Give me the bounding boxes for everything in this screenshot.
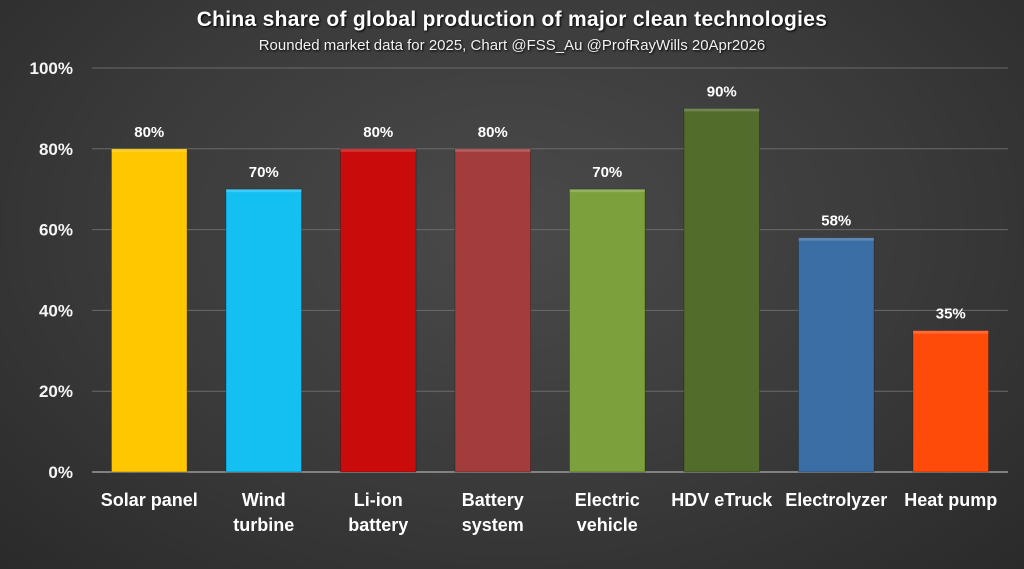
bars — [110, 107, 990, 473]
y-tick-label: 20% — [39, 382, 73, 401]
bar-highlight — [683, 108, 760, 112]
x-tick-label: Heat pump — [904, 490, 997, 510]
data-label: 70% — [249, 164, 279, 181]
x-tick-label: Wind turbine — [233, 490, 294, 535]
bar — [797, 237, 875, 473]
data-label: 35% — [936, 306, 966, 323]
bar — [912, 330, 990, 473]
chart-title: China share of global production of majo… — [196, 8, 828, 31]
bar — [683, 107, 761, 473]
data-labels: 80% 70% 80% 80% 70% 90% 58% 35% — [134, 83, 966, 322]
bar-highlight — [225, 189, 302, 193]
chart-subtitle: Rounded market data for 2025, Chart @FSS… — [258, 37, 766, 54]
y-tick-label: 80% — [39, 140, 73, 159]
y-tick-label: 100% — [30, 59, 73, 78]
x-tick-label: Electric vehicle — [575, 490, 640, 535]
bar-highlight — [798, 237, 875, 241]
data-label: 70% — [592, 164, 622, 181]
data-label: 80% — [134, 124, 164, 141]
x-tick-label: HDV eTruck — [671, 490, 773, 510]
y-tick-label: 0% — [48, 463, 73, 482]
bar — [339, 148, 417, 473]
bar — [454, 148, 532, 473]
data-label: 58% — [821, 213, 851, 230]
bar — [110, 148, 188, 473]
x-tick-label: Li-ion battery — [348, 490, 408, 535]
y-tick-label: 40% — [39, 301, 73, 320]
data-label: 80% — [478, 124, 508, 141]
x-axis-ticks: Solar panel Wind turbine Li-ion battery Batte… — [101, 490, 998, 535]
bar-highlight — [454, 148, 531, 152]
data-label: 80% — [363, 124, 393, 141]
bar-highlight — [340, 148, 417, 152]
bar — [568, 188, 646, 473]
y-axis-ticks: 0% 20% 40% 60% 80% 100% — [30, 59, 73, 482]
x-tick-label: Battery system — [462, 490, 524, 535]
bar-highlight — [111, 148, 188, 152]
y-tick-label: 60% — [39, 221, 73, 240]
bar-highlight — [569, 189, 646, 193]
x-tick-label: Solar panel — [101, 490, 198, 510]
bar — [225, 188, 303, 473]
x-tick-label: Electrolyzer — [785, 490, 887, 510]
bar-highlight — [912, 330, 989, 334]
data-label: 90% — [707, 83, 737, 100]
